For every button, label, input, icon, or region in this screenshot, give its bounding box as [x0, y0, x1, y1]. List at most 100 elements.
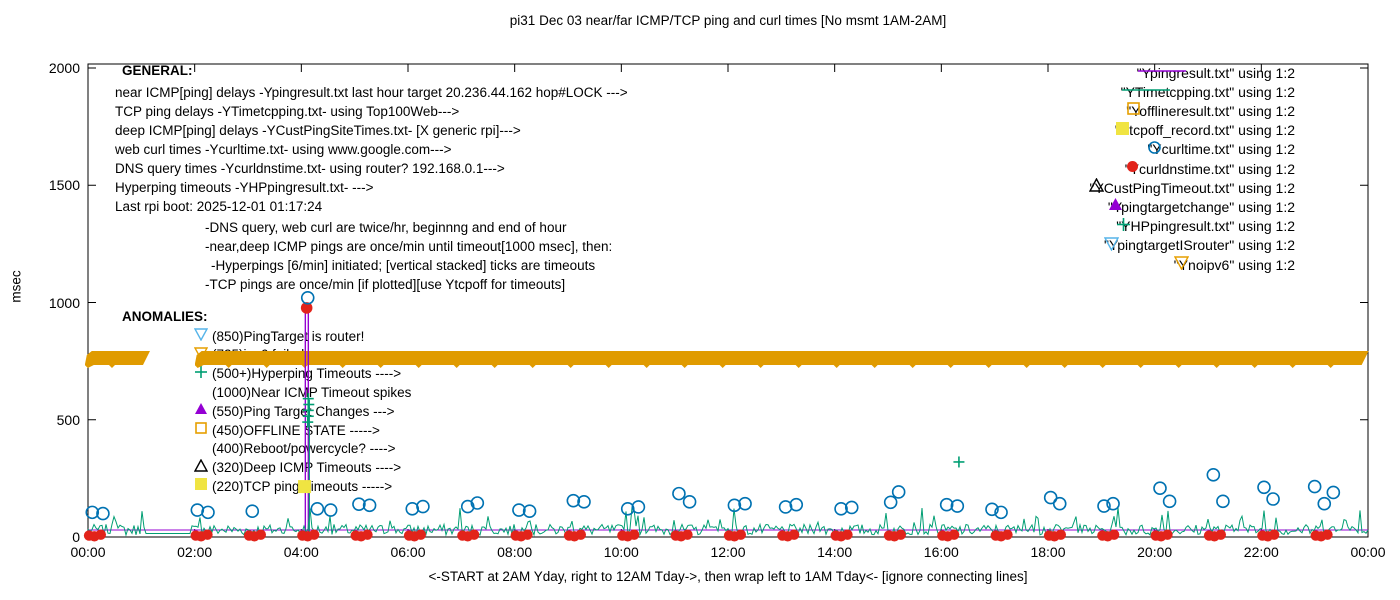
offline-band — [85, 351, 152, 369]
curl-time-point — [789, 497, 804, 512]
curl-time-point — [939, 497, 954, 512]
curl-time-point — [416, 499, 430, 514]
anomaly-row: (500+)Hyperping Timeouts ----> — [194, 365, 401, 383]
dns-time-point — [308, 529, 320, 540]
general-heading: GENERAL: — [122, 63, 193, 78]
legend-row: "Ycurldnstime.txt" using 1:2 — [1125, 159, 1354, 178]
dns-time-point — [415, 529, 426, 540]
legend-row: "YTimetcpping.txt" using 1:2 — [1121, 82, 1354, 101]
curl-time-point — [1317, 496, 1332, 511]
legend-row: "YHPpingresult.txt" using 1:2 — [1116, 217, 1354, 236]
curl-time-point — [672, 486, 686, 501]
curl-time-point — [1106, 496, 1120, 511]
dns-time-point — [202, 529, 213, 540]
curl-time-point — [1206, 468, 1221, 482]
curl-time-point — [891, 485, 906, 499]
curl-time-point — [1307, 479, 1322, 494]
y-tick-label: 1500 — [48, 177, 80, 194]
legend-label: "YpingtargetISrouter" using 1:2 — [1103, 237, 1295, 254]
legend-label: "YCustPingTimeout.txt" using 1:2 — [1089, 179, 1295, 196]
curl-time-point — [1266, 492, 1280, 506]
general-note-line: -DNS query, web curl are twice/hr, begin… — [205, 220, 567, 235]
curl-time-point — [950, 499, 965, 513]
curl-time-point — [362, 498, 377, 513]
legend-row: "YCustPingTimeout.txt" using 1:2 — [1089, 178, 1354, 197]
curl-time-point — [1326, 485, 1341, 500]
dns-time-point — [895, 529, 906, 540]
anomaly-row: (400)Reboot/powercycle? ----> — [194, 440, 395, 458]
x-tick-label: 18:00 — [1030, 544, 1066, 560]
dns-time-point — [788, 529, 800, 540]
anomaly-row: (1000)Near ICMP Timeout spikes — [194, 383, 411, 401]
dns-time-point — [1162, 529, 1173, 540]
legend-line-sample — [1121, 89, 1170, 91]
x-tick-label: 02:00 — [177, 544, 213, 560]
curl-time-point — [245, 504, 260, 519]
x-tick-label: 20:00 — [1137, 544, 1173, 560]
legend-row: "Ypingtargetchange" using 1:2 — [1108, 197, 1354, 216]
y-tick-label: 0 — [72, 529, 80, 545]
x-tick-label: 16:00 — [923, 544, 959, 560]
anomaly-row: (220)TCP ping Timeouts -----> — [194, 477, 392, 495]
general-note-line: -near,deep ICMP pings are once/min until… — [205, 239, 613, 254]
legend-label: "Ypingresult.txt" using 1:2 — [1136, 64, 1295, 81]
curl-time-point — [300, 291, 315, 305]
legend-line-sample — [1137, 70, 1186, 72]
legend-label: "YHPpingresult.txt" using 1:2 — [1116, 218, 1295, 235]
legend-row: "Ypingresult.txt" using 1:2 — [1137, 63, 1354, 82]
curl-time-point — [310, 502, 325, 516]
marker-tri-fill-icon — [195, 403, 207, 415]
legend-row: "YpingtargetISrouter" using 1:2 — [1103, 236, 1354, 255]
marker-square-open-icon — [195, 422, 207, 434]
anomaly-label: (1000)Near ICMP Timeout spikes — [212, 384, 412, 400]
anomaly-label: (220)TCP ping Timeouts -----> — [212, 478, 393, 494]
general-line: TCP ping delays -YTimetcpping.txt- using… — [115, 104, 460, 119]
curl-time-point — [522, 504, 537, 519]
x-tick-label: 06:00 — [390, 544, 426, 560]
marker-circle-open-icon — [1148, 140, 1162, 154]
curl-time-point — [1162, 494, 1177, 509]
x-tick-label: 12:00 — [710, 544, 746, 560]
legend-label: "Ycurltime.txt" using 1:2 — [1147, 141, 1295, 158]
curl-time-point — [834, 502, 848, 516]
legend-row: "Yofflineresult.txt" using 1:2 — [1126, 101, 1354, 120]
legend-label: "Ytcpoff_record.txt" using 1:2 — [1114, 122, 1295, 139]
curl-time-point — [323, 503, 338, 517]
anomalies-heading: ANOMALIES: — [122, 309, 208, 324]
legend-label: "Ynoipv6" using 1:2 — [1173, 256, 1295, 273]
dns-time-point — [735, 529, 746, 540]
marker-tri-open-icon — [194, 458, 208, 472]
legend-label: "Ypingtargetchange" using 1:2 — [1107, 198, 1295, 215]
anomaly-row: (320)Deep ICMP Timeouts ----> — [194, 458, 401, 477]
marker-plus-icon — [195, 365, 207, 378]
general-note-line: -Hyperpings [6/min] initiated; [vertical… — [211, 258, 596, 273]
curl-time-point — [1097, 499, 1111, 513]
anomaly-label: (550)Ping Target Changes ---> — [212, 403, 395, 419]
y-tick-label: 500 — [56, 411, 80, 428]
x-tick-label: 00:00 — [1350, 544, 1386, 560]
dns-timeout-spike-point — [300, 302, 313, 314]
curl-time-point — [470, 496, 485, 510]
dns-time-point — [1268, 529, 1280, 540]
curl-time-point — [85, 505, 100, 520]
legend-label: "Ycurldnstime.txt" using 1:2 — [1124, 160, 1295, 177]
dns-time-point — [1108, 529, 1120, 540]
anomaly-label: (400)Reboot/powercycle? ----> — [212, 441, 396, 457]
curl-time-point — [1216, 494, 1230, 509]
anomaly-label: (500+)Hyperping Timeouts ----> — [212, 366, 402, 382]
legend-row: "Ytcpoff_record.txt" using 1:2 — [1115, 121, 1354, 140]
legend-label: "Yofflineresult.txt" using 1:2 — [1126, 102, 1295, 119]
anomaly-label: (850)PingTarget is router! — [212, 328, 365, 344]
curl-time-point — [844, 500, 859, 515]
marker-square-fill-icon — [195, 478, 207, 491]
general-note-line: -TCP pings are once/min [if plotted][use… — [205, 277, 566, 292]
tcp-offline-point — [298, 480, 312, 494]
general-line: web curl times -Ycurltime.txt- using www… — [115, 142, 452, 157]
curl-time-point — [566, 493, 581, 508]
marker-tri-open-icon — [1089, 178, 1105, 192]
x-tick-label: 00:00 — [70, 544, 106, 560]
curl-time-point — [352, 497, 366, 511]
curl-time-point — [738, 496, 752, 511]
curl-time-point — [985, 502, 999, 517]
